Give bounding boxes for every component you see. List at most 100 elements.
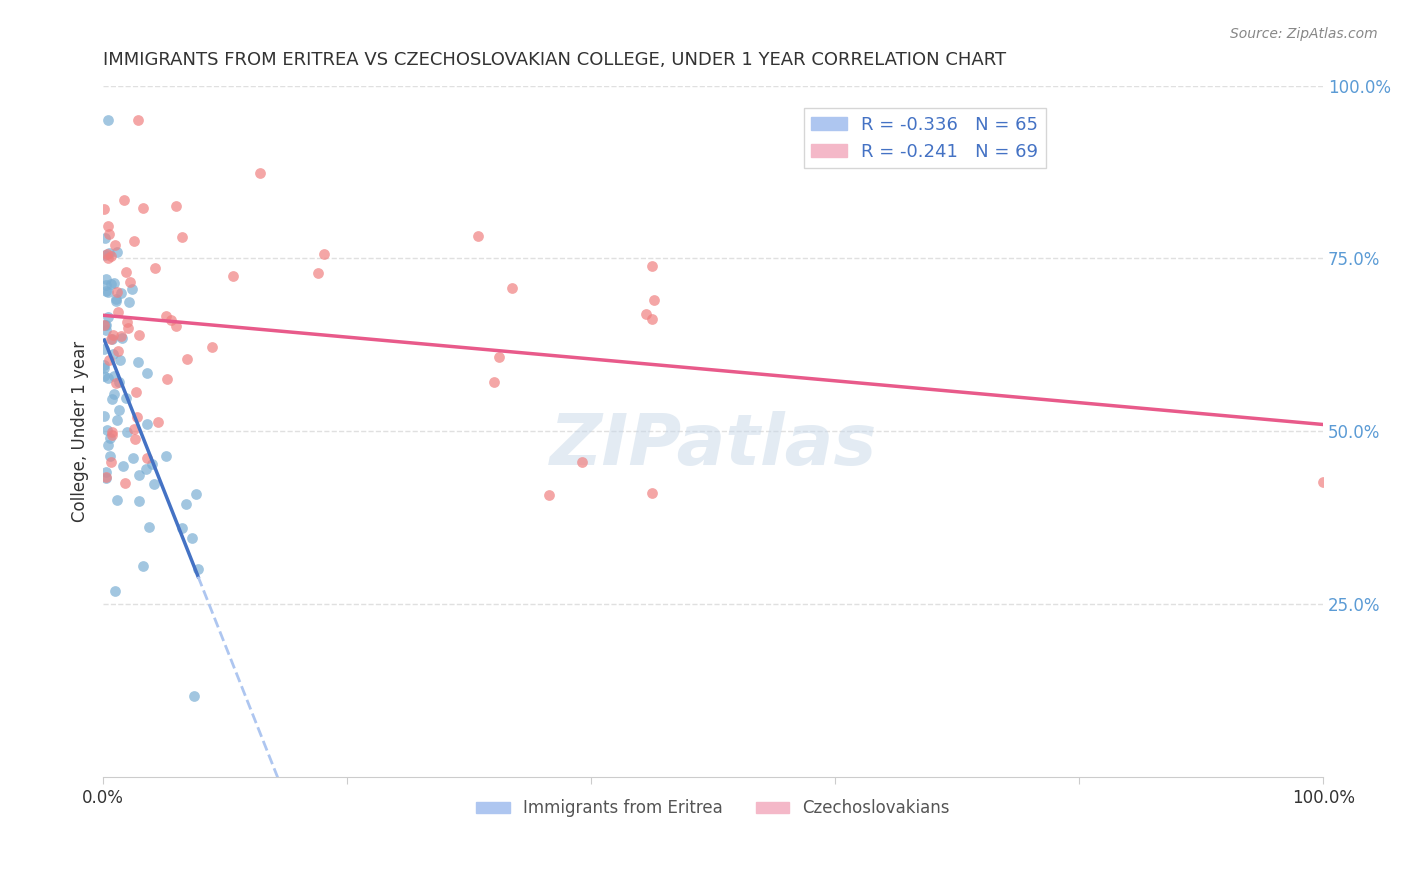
Point [174, 497, 197, 511]
Point [97, 246, 120, 260]
Point [94, 471, 117, 485]
Point [104, 376, 127, 390]
Point [136, 417, 159, 432]
Point [98, 227, 121, 241]
Point [114, 476, 136, 491]
Point [96, 371, 118, 385]
Point [201, 340, 224, 354]
Point [187, 562, 209, 576]
Y-axis label: College, Under 1 year: College, Under 1 year [72, 341, 89, 522]
Point [307, 266, 329, 280]
Point [314, 247, 336, 261]
Point [156, 371, 179, 385]
Point [634, 307, 657, 321]
Point [125, 385, 148, 400]
Point [93, 202, 115, 216]
Point [98, 449, 121, 463]
Point [115, 315, 138, 329]
Point [155, 449, 177, 463]
Point [143, 260, 166, 275]
Point [127, 355, 149, 369]
Point [94, 284, 117, 298]
Point [105, 293, 128, 307]
Point [97, 252, 120, 266]
Point [96, 423, 118, 437]
Point [488, 350, 510, 364]
Point [100, 427, 122, 442]
Point [100, 332, 122, 346]
Point [93, 248, 115, 262]
Point [94, 231, 117, 245]
Point [105, 294, 128, 309]
Point [100, 332, 122, 346]
Point [105, 493, 128, 508]
Point [180, 531, 202, 545]
Point [482, 375, 505, 389]
Point [170, 521, 193, 535]
Point [98, 431, 121, 445]
Point [108, 375, 131, 389]
Point [93, 369, 115, 384]
Point [183, 690, 205, 704]
Point [176, 351, 198, 366]
Point [128, 493, 150, 508]
Point [105, 285, 128, 300]
Point [93, 318, 115, 332]
Point [97, 219, 120, 234]
Point [165, 199, 187, 213]
Point [108, 353, 131, 368]
Point [94, 318, 117, 332]
Point [103, 369, 125, 384]
Point [98, 353, 121, 368]
Point [640, 259, 662, 273]
Point [97, 310, 120, 325]
Point [170, 229, 193, 244]
Point [97, 285, 120, 300]
Point [117, 425, 139, 439]
Point [101, 328, 124, 343]
Point [108, 403, 131, 417]
Point [104, 584, 127, 599]
Point [501, 280, 523, 294]
Point [138, 520, 160, 534]
Point [143, 477, 166, 491]
Point [132, 201, 155, 215]
Point [97, 438, 120, 452]
Point [146, 415, 169, 429]
Point [112, 193, 135, 207]
Point [132, 559, 155, 574]
Point [100, 249, 122, 263]
Point [105, 244, 128, 259]
Point [100, 455, 122, 469]
Point [94, 470, 117, 484]
Point [571, 455, 593, 469]
Point [107, 343, 129, 358]
Point [121, 282, 143, 296]
Point [107, 305, 129, 319]
Point [221, 268, 243, 283]
Point [122, 421, 145, 435]
Point [117, 321, 139, 335]
Point [103, 276, 125, 290]
Point [97, 113, 120, 128]
Point [101, 392, 124, 406]
Point [155, 310, 177, 324]
Point [124, 432, 146, 446]
Point [96, 247, 118, 261]
Legend: Immigrants from Eritrea, Czechoslovakians: Immigrants from Eritrea, Czechoslovakian… [470, 792, 956, 824]
Point [101, 425, 124, 439]
Point [93, 409, 115, 424]
Point [184, 487, 207, 501]
Point [103, 386, 125, 401]
Point [1312, 475, 1334, 489]
Point [93, 342, 115, 356]
Point [160, 312, 183, 326]
Point [94, 318, 117, 333]
Point [135, 461, 157, 475]
Point [115, 265, 138, 279]
Point [538, 487, 561, 501]
Point [94, 277, 117, 292]
Point [467, 229, 489, 244]
Point [165, 319, 187, 334]
Point [105, 413, 128, 427]
